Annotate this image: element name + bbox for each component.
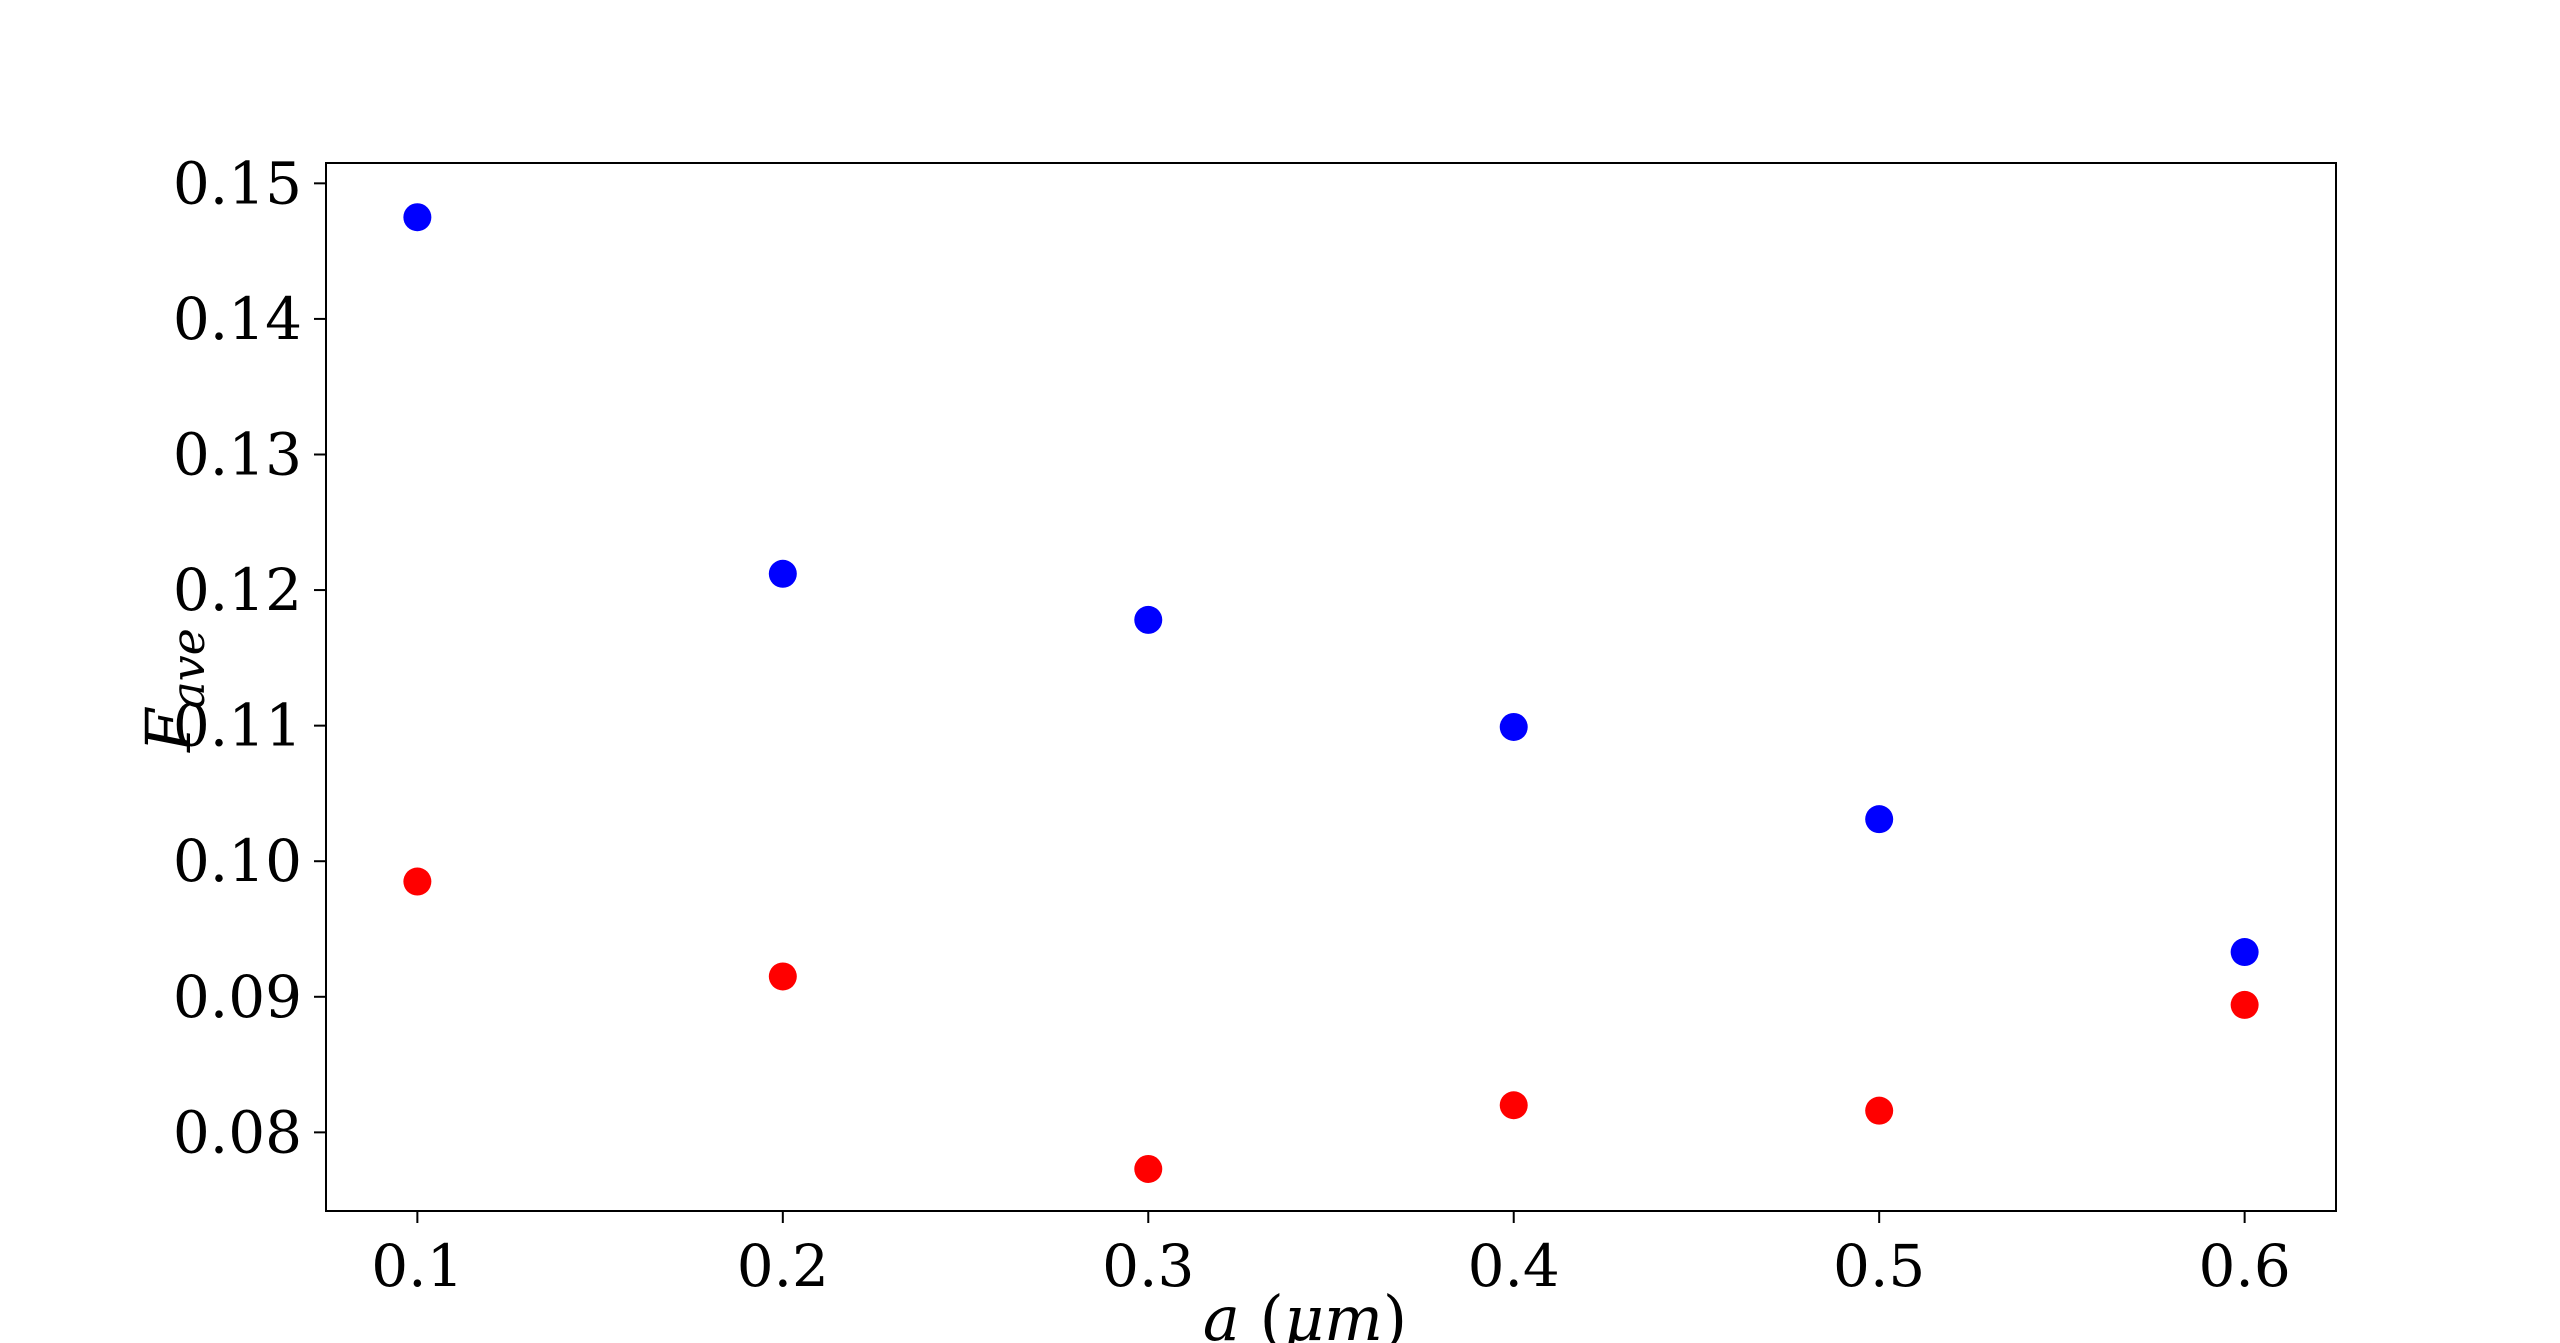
y-tick-label: 0.08 bbox=[173, 1098, 302, 1166]
data-point-series-2 bbox=[1499, 1091, 1528, 1120]
data-point-series-1 bbox=[1499, 712, 1528, 741]
x-tick-label: 0.5 bbox=[1833, 1232, 1925, 1300]
y-axis-ticks: 0.08 0.09 0.10 0.11 0.12 0.13 0.14 0.15 bbox=[173, 149, 326, 1166]
y-tick-label: 0.14 bbox=[173, 285, 302, 353]
data-point-series-2 bbox=[768, 962, 797, 991]
x-axis-label-variable: a bbox=[1203, 1282, 1240, 1343]
y-tick-label: 0.10 bbox=[173, 827, 302, 895]
data-point-series-1 bbox=[2230, 938, 2259, 967]
y-tick-label: 0.12 bbox=[173, 556, 302, 624]
x-tick-label: 0.6 bbox=[2199, 1232, 2291, 1300]
x-axis-ticks: 0.1 0.2 0.3 0.4 0.5 0.6 bbox=[371, 1211, 2291, 1300]
data-point-series-2 bbox=[403, 867, 432, 896]
x-axis-label: a (μm) bbox=[1203, 1282, 1407, 1343]
data-point-series-2 bbox=[2230, 990, 2259, 1019]
y-tick-label: 0.09 bbox=[173, 963, 302, 1031]
x-tick-label: 0.1 bbox=[371, 1232, 463, 1300]
x-axis-label-unit: μm bbox=[1284, 1282, 1383, 1343]
y-axis-label-base: F bbox=[132, 707, 205, 753]
y-tick-label: 0.11 bbox=[173, 692, 302, 760]
y-tick-label: 0.15 bbox=[173, 149, 302, 217]
y-axis-label: Fave bbox=[132, 628, 215, 753]
x-tick-label: 0.3 bbox=[1102, 1232, 1194, 1300]
x-axis-label-unit-open: ( bbox=[1240, 1282, 1284, 1343]
data-point-series-1 bbox=[768, 559, 797, 588]
y-axis-label-subscript: ave bbox=[161, 628, 215, 709]
data-points bbox=[403, 203, 2259, 1183]
plot-frame bbox=[325, 162, 2337, 1212]
x-axis-label-unit-close: ) bbox=[1383, 1282, 1407, 1343]
data-point-series-1 bbox=[1865, 805, 1894, 834]
data-point-series-2 bbox=[1865, 1096, 1894, 1125]
data-point-series-2 bbox=[1134, 1154, 1163, 1183]
x-tick-label: 0.2 bbox=[737, 1232, 829, 1300]
data-point-series-1 bbox=[1134, 605, 1163, 634]
y-tick-label: 0.13 bbox=[173, 420, 302, 488]
data-point-series-1 bbox=[403, 203, 432, 232]
x-tick-label: 0.4 bbox=[1468, 1232, 1560, 1300]
